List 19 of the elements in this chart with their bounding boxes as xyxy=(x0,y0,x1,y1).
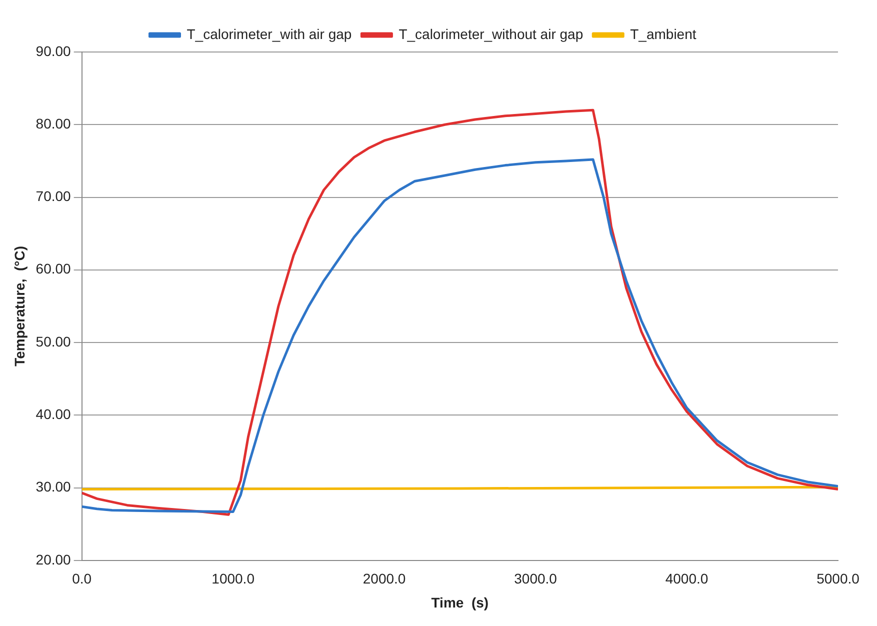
legend-label: T_ambient xyxy=(630,26,696,42)
x-tick-label: 1000.0 xyxy=(212,570,255,587)
legend-label: T_calorimeter_with air gap xyxy=(186,26,352,42)
legend-label: T_calorimeter_without air gap xyxy=(398,26,584,42)
x-axis-title: Time (s) xyxy=(431,594,489,610)
y-axis-title: Temperature, (°C) xyxy=(11,246,28,366)
y-tick-label: 70.00 xyxy=(36,188,72,204)
x-tick-label: 3000.0 xyxy=(514,570,558,587)
x-tick-label: 2000.0 xyxy=(362,570,406,587)
y-tick-label: 20.00 xyxy=(36,551,72,568)
x-tick-label: 4000.0 xyxy=(665,570,708,587)
y-tick-label: 30.00 xyxy=(36,478,72,495)
x-tick-label: 0.0 xyxy=(72,570,92,587)
y-tick-label: 60.00 xyxy=(36,260,72,277)
y-tick-label: 80.00 xyxy=(36,115,72,132)
y-tick-label: 90.00 xyxy=(36,42,72,59)
y-tick-label: 40.00 xyxy=(36,406,72,422)
y-tick-label: 50.00 xyxy=(36,333,72,350)
x-tick-label: 5000.0 xyxy=(816,570,860,587)
